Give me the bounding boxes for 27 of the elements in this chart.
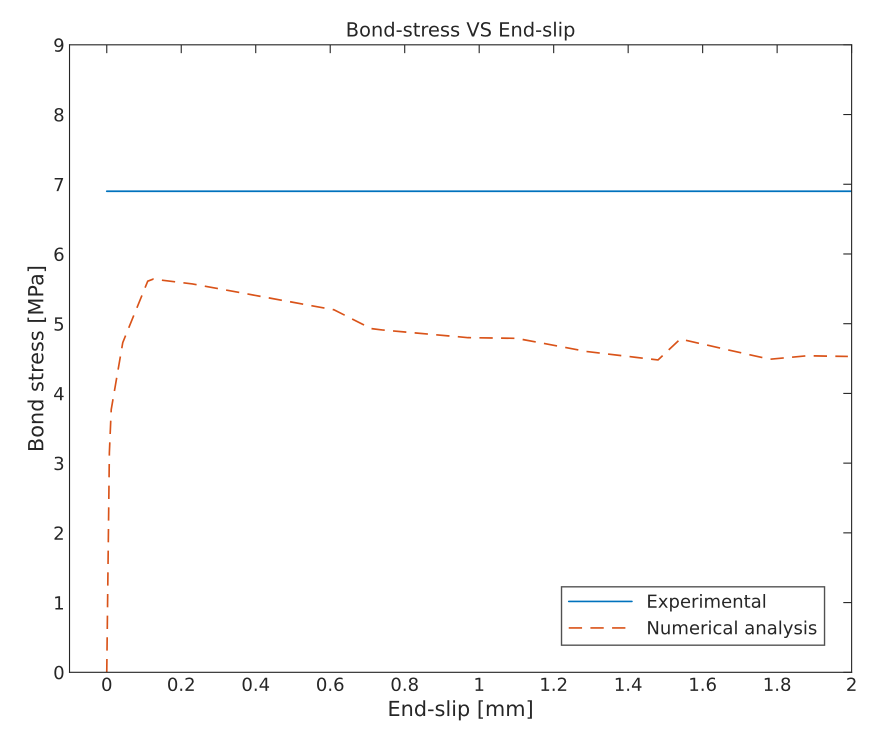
y-tick-label: 5 (54, 317, 64, 331)
chart-title: Bond-stress VS End-slip (348, 22, 574, 41)
y-tick-label: 8 (54, 108, 64, 122)
legend-label: Numerical analysis (648, 620, 816, 638)
x-tick-label: 0 (102, 677, 112, 692)
y-tick-label: 7 (54, 178, 64, 192)
line-series (106, 278, 849, 672)
y-tick-label: 1 (55, 596, 63, 610)
y-tick-label: 6 (54, 247, 64, 262)
x-axis-title: End-slip [mm] (390, 700, 532, 720)
y-tick-label: 2 (54, 526, 63, 540)
x-tick-label: 1.4 (616, 678, 642, 691)
x-tick-label: 1.6 (690, 677, 716, 692)
x-tick-label: 0.6 (317, 677, 344, 692)
x-tick-label: 2 (847, 677, 856, 691)
y-tick-label: 4 (54, 387, 64, 400)
x-tick-label: 1.8 (764, 677, 790, 692)
x-tick-label: 0.8 (392, 677, 418, 692)
x-tick-label: 0.4 (242, 677, 270, 692)
x-tick-label: 1 (475, 678, 484, 691)
y-tick-label: 9 (54, 38, 64, 52)
y-axis-title: Bond stress [MPa] (27, 266, 46, 450)
x-tick-label: 0.2 (168, 677, 194, 692)
x-tick-label: 1.2 (541, 677, 566, 691)
y-tick-label: 0 (54, 666, 64, 680)
y-tick-label: 3 (54, 456, 64, 470)
legend-label: Experimental (648, 594, 766, 612)
